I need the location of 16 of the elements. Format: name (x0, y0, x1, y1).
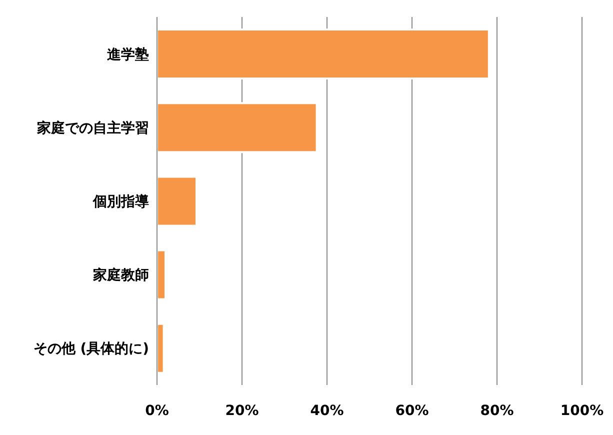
y-tick-label: その他 (具体的に) (33, 341, 149, 358)
x-tick-label: 100% (560, 402, 604, 419)
bar (157, 176, 198, 227)
bar (157, 322, 165, 374)
x-tick-label: 0% (145, 402, 169, 419)
x-tick-label: 40% (310, 402, 344, 419)
x-tick-label: 80% (480, 402, 514, 419)
y-tick-label: 家庭教師 (92, 266, 149, 284)
bar (157, 102, 318, 154)
x-tick-label: 60% (395, 402, 429, 419)
x-tick-label: 20% (225, 402, 259, 419)
y-tick-label: 進学塾 (106, 46, 149, 63)
y-tick-label: 家庭での自主学習 (36, 119, 149, 136)
y-tick-label: 個別指導 (92, 192, 150, 210)
bar (157, 28, 490, 80)
bar (157, 249, 166, 300)
